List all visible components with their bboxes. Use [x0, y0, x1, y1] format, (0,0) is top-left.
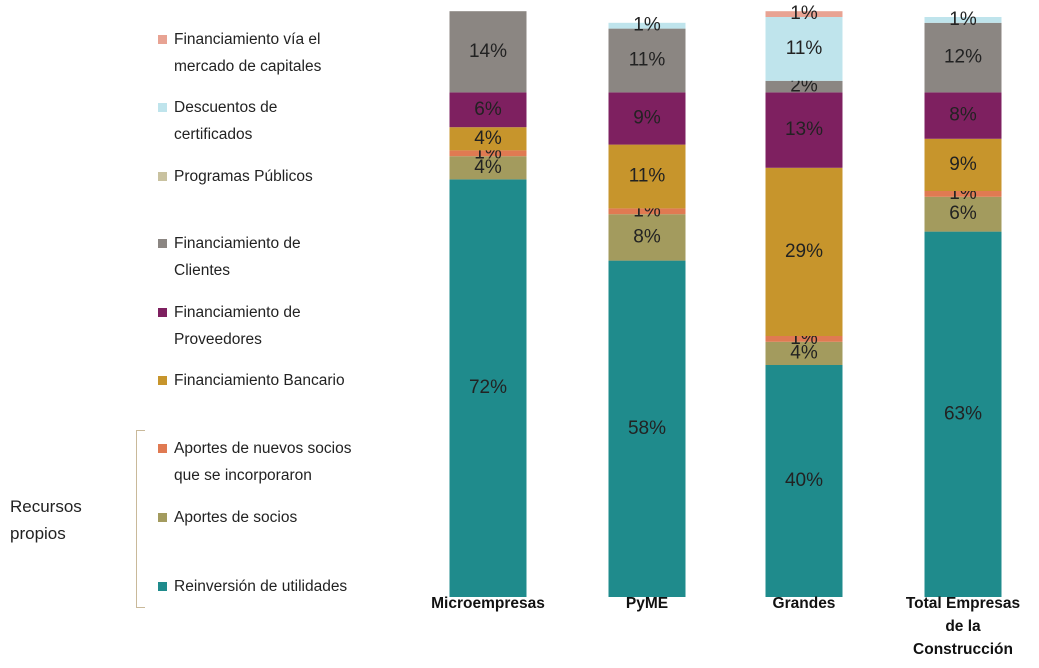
bar-segment: [449, 156, 527, 180]
x-tick-label: PyME: [625, 595, 669, 612]
bar-segment: [765, 365, 843, 597]
legend-label: Financiamiento Bancario: [174, 372, 345, 389]
legend-swatch: [158, 513, 167, 522]
legend-item: Financiamiento Bancario: [158, 367, 358, 394]
bar-segment: [608, 214, 686, 261]
legend-item: Descuentos de certificados: [158, 94, 358, 148]
bar-segment: [765, 80, 843, 93]
value-label: 29%: [785, 241, 823, 262]
bar-segment: [449, 150, 527, 157]
bar-segment: [765, 167, 843, 336]
legend-label: Financiamiento de Clientes: [174, 235, 301, 279]
legend-item: Financiamiento de Clientes: [158, 230, 358, 284]
legend-item: Financiamiento vía el mercado de capital…: [158, 26, 358, 80]
legend-item: Reinversión de utilidades: [158, 573, 358, 600]
value-label: 11%: [786, 38, 823, 59]
legend-label: Financiamiento vía el mercado de capital…: [174, 31, 322, 75]
legend-swatch: [158, 239, 167, 248]
value-label: 1%: [949, 9, 977, 30]
value-label: 58%: [628, 418, 666, 439]
legend-swatch: [158, 582, 167, 591]
value-label: 11%: [629, 166, 666, 187]
legend-swatch: [158, 35, 167, 44]
bar-segment: [449, 11, 527, 93]
bar-segment: [924, 138, 1002, 191]
legend-swatch: [158, 103, 167, 112]
group-label: Recursos propios: [10, 497, 82, 543]
bar-segment: [924, 231, 1002, 597]
value-label: 11%: [629, 50, 666, 71]
value-label: 4%: [790, 342, 818, 363]
legend-item: Aportes de socios: [158, 504, 358, 531]
bar-segment: [924, 196, 1002, 232]
legend-swatch: [158, 444, 167, 453]
legend-label: Aportes de nuevos socios que se incorpor…: [174, 440, 352, 484]
x-tick-label: Total Empresas de la Construcción: [905, 595, 1021, 658]
bar-segment: [765, 11, 843, 17]
bar-segment: [608, 208, 686, 215]
bar-segment: [924, 22, 1002, 93]
value-label: 1%: [790, 3, 818, 24]
legend-item: Aportes de nuevos socios que se incorpor…: [158, 435, 358, 489]
legend-label: Financiamiento de Proveedores: [174, 304, 301, 348]
legend-swatch: [158, 308, 167, 317]
bar-segment: [449, 179, 527, 597]
bar-segment: [765, 341, 843, 365]
legend-swatch: [158, 376, 167, 385]
value-label: 6%: [474, 99, 502, 120]
bar-segment: [449, 127, 527, 151]
bar-segment: [608, 22, 686, 29]
legend-label: Aportes de socios: [174, 509, 298, 526]
bar-segment: [608, 144, 686, 209]
value-label: 2%: [790, 76, 818, 97]
value-label: 63%: [944, 403, 982, 424]
value-label: 72%: [469, 377, 507, 398]
bar-segment: [608, 92, 686, 145]
value-label: 6%: [949, 203, 977, 224]
bracket: [136, 430, 145, 608]
legend-item: Financiamiento de Proveedores: [158, 299, 358, 353]
legend-label: Programas Públicos: [174, 168, 313, 185]
legend-item: Programas Públicos: [158, 163, 358, 190]
value-label: 8%: [949, 105, 977, 126]
value-label: 14%: [469, 41, 507, 62]
bar-segment: [449, 92, 527, 128]
bar-segment: [765, 336, 843, 342]
x-tick-label: Grandes: [772, 595, 836, 612]
bar-segment: [924, 17, 1002, 23]
legend-label: Descuentos de certificados: [174, 99, 278, 143]
value-label: 4%: [474, 128, 502, 149]
value-label: 4%: [474, 157, 502, 178]
value-label: 8%: [633, 226, 661, 247]
bar-segment: [924, 191, 1002, 197]
bar-segment: [765, 17, 843, 81]
x-tick-label: Microempresas: [431, 595, 545, 612]
bar-segment: [608, 28, 686, 93]
legend-swatch: [158, 172, 167, 181]
value-label: 9%: [949, 154, 977, 175]
bar-segment: [765, 92, 843, 168]
value-label: 13%: [785, 119, 823, 140]
value-label: 12%: [944, 47, 982, 68]
bar-segment: [924, 92, 1002, 139]
value-label: 40%: [785, 470, 823, 491]
legend-label: Reinversión de utilidades: [174, 578, 348, 595]
value-label: 9%: [633, 108, 661, 129]
value-label: 1%: [633, 15, 661, 36]
bar-segment: [608, 260, 686, 597]
